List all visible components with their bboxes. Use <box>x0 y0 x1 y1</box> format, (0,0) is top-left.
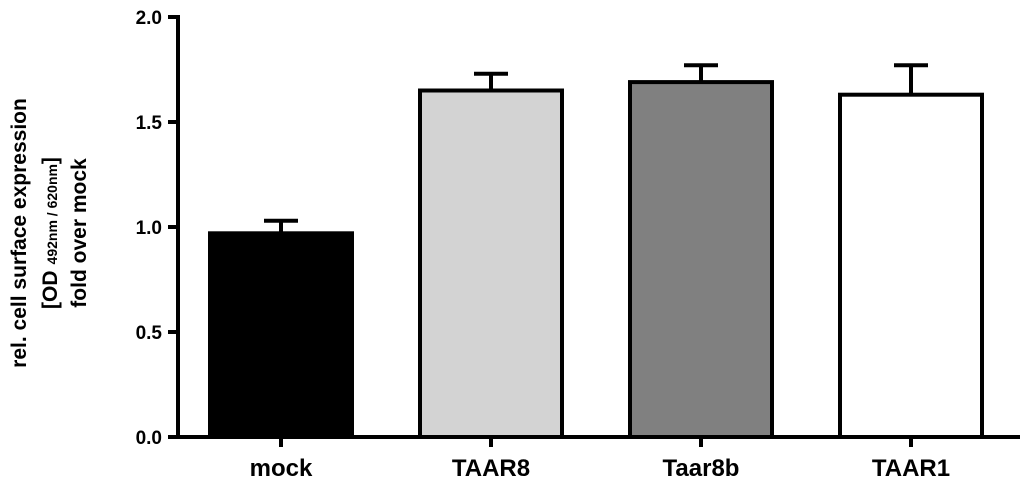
x-tick-label-mock: mock <box>250 455 313 481</box>
bar-taar8 <box>418 88 564 439</box>
y-tick-label: 0.0 <box>136 428 162 449</box>
axes-layer: mock TAAR8 Taar8b TAAR1 0.0 0.5 1.0 1.5 2.0 <box>136 8 1020 481</box>
y-tick-label: 0.5 <box>136 323 163 344</box>
x-tick-label-taar1: TAAR1 <box>872 455 950 481</box>
bar-taar8b <box>628 80 774 439</box>
bar-taar1 <box>838 92 984 439</box>
y-axis-title-line3: fold over mock <box>68 158 91 308</box>
y-tick-label: 2.0 <box>136 8 162 29</box>
y-axis-title-line2: [OD492nm / 620nm] <box>39 157 62 309</box>
y-axis-title: rel. cell surface expression [OD492nm / … <box>8 98 91 368</box>
bar-mock <box>208 231 354 439</box>
y-tick-label: 1.0 <box>136 218 162 239</box>
y-tick-label: 1.5 <box>136 113 163 134</box>
x-tick-label-taar8b: Taar8b <box>663 455 740 481</box>
bars-layer <box>208 63 984 439</box>
y-axis-title-line1: rel. cell surface expression <box>8 98 31 368</box>
x-tick-label-taar8: TAAR8 <box>452 455 530 481</box>
